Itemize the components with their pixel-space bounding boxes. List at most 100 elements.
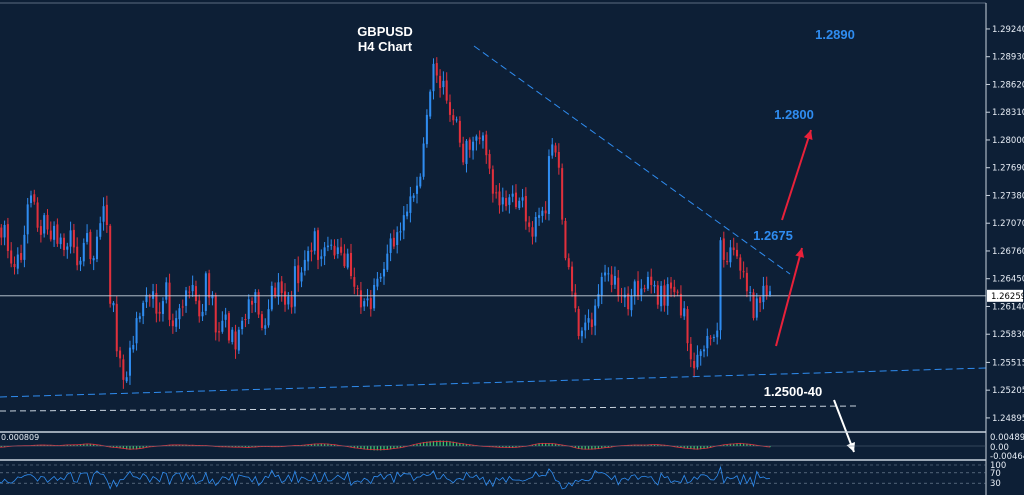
candle-body — [188, 291, 191, 293]
candle-body — [125, 377, 128, 382]
candle — [485, 130, 488, 164]
candle-body — [132, 344, 135, 350]
candle-body — [201, 311, 204, 317]
candle — [617, 270, 620, 302]
candle-body — [633, 281, 636, 296]
candle-body — [752, 292, 755, 319]
candle-body — [10, 250, 13, 264]
candle — [604, 264, 607, 282]
candle — [564, 217, 567, 261]
candle-body — [406, 211, 409, 217]
candle-body — [735, 249, 739, 257]
candle — [458, 116, 461, 148]
candle-body — [673, 286, 676, 293]
candle-body — [706, 336, 709, 349]
candle — [732, 237, 735, 256]
candle — [300, 267, 303, 288]
candle-body — [557, 152, 560, 168]
price-tick-label: 1.28310 — [992, 108, 1024, 118]
candle — [729, 239, 732, 268]
candle-body — [313, 231, 316, 251]
candle-body — [521, 197, 524, 201]
candle — [86, 224, 89, 245]
candle-body — [765, 285, 768, 296]
candle — [544, 201, 547, 220]
candle — [712, 334, 715, 342]
candle-body — [274, 287, 277, 296]
candle — [125, 371, 128, 384]
candle — [514, 184, 517, 210]
candle-body — [666, 284, 669, 306]
candle-body — [297, 265, 300, 284]
candle — [521, 188, 524, 208]
candle-body — [36, 202, 39, 228]
candle — [422, 137, 425, 180]
candle — [109, 223, 112, 308]
candle — [432, 58, 435, 100]
price-tick-label: 1.25515 — [992, 358, 1024, 368]
candle — [702, 345, 706, 358]
candle-body — [547, 156, 550, 215]
candle-body — [567, 258, 570, 268]
candle-body — [617, 277, 620, 296]
candle — [234, 324, 237, 359]
candle — [676, 289, 679, 297]
candle-body — [33, 194, 36, 202]
candle — [531, 221, 534, 245]
candle — [686, 306, 689, 352]
candle-body — [247, 299, 250, 319]
candle-body — [699, 351, 702, 356]
candle-body — [135, 318, 138, 344]
candle — [161, 297, 164, 322]
candle — [633, 279, 636, 305]
candle-body — [175, 318, 178, 327]
candle-body — [425, 114, 428, 145]
candle-body — [13, 263, 16, 268]
candle — [726, 252, 729, 265]
price-tick-label: 1.27070 — [992, 219, 1024, 229]
arrow-head — [846, 441, 855, 452]
candle — [630, 288, 633, 317]
candle-body — [696, 354, 699, 368]
candle-body — [594, 305, 597, 326]
candle — [128, 340, 131, 385]
arrow-head — [795, 248, 805, 258]
candle — [637, 271, 640, 300]
candle — [571, 261, 574, 297]
candle — [13, 256, 16, 275]
candle — [594, 299, 597, 336]
candle-body — [95, 236, 98, 260]
candle — [488, 149, 491, 175]
candle-body — [627, 293, 630, 310]
price-tick-label: 1.27690 — [992, 164, 1024, 174]
candle-body — [564, 220, 567, 259]
candle-body — [478, 137, 481, 140]
candle — [613, 266, 616, 289]
candle — [33, 189, 36, 205]
candle — [165, 277, 168, 304]
candle-body — [122, 359, 125, 380]
candle-body — [613, 276, 616, 285]
candle — [696, 345, 699, 370]
candle — [20, 244, 23, 263]
candle — [112, 301, 115, 313]
candle — [406, 203, 409, 220]
candle — [211, 291, 214, 306]
candle-body — [643, 288, 646, 290]
candle-body — [389, 238, 392, 253]
candle — [419, 173, 422, 189]
candle — [693, 352, 696, 378]
macd-tick-label: 0.00489 — [990, 433, 1024, 443]
candle-body — [185, 290, 188, 306]
candle-body — [719, 240, 722, 331]
candle-body — [191, 284, 194, 292]
candle-body — [465, 140, 468, 164]
candle — [768, 285, 772, 297]
macd-tick-label: 0.00 — [990, 443, 1009, 453]
candle-body — [86, 233, 89, 242]
macd-signal-line — [0, 440, 771, 451]
candle-body — [501, 197, 504, 205]
